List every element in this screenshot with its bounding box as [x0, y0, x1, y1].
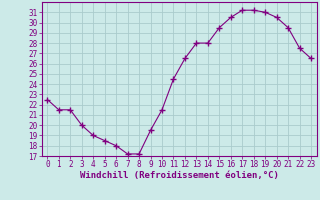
- X-axis label: Windchill (Refroidissement éolien,°C): Windchill (Refroidissement éolien,°C): [80, 171, 279, 180]
